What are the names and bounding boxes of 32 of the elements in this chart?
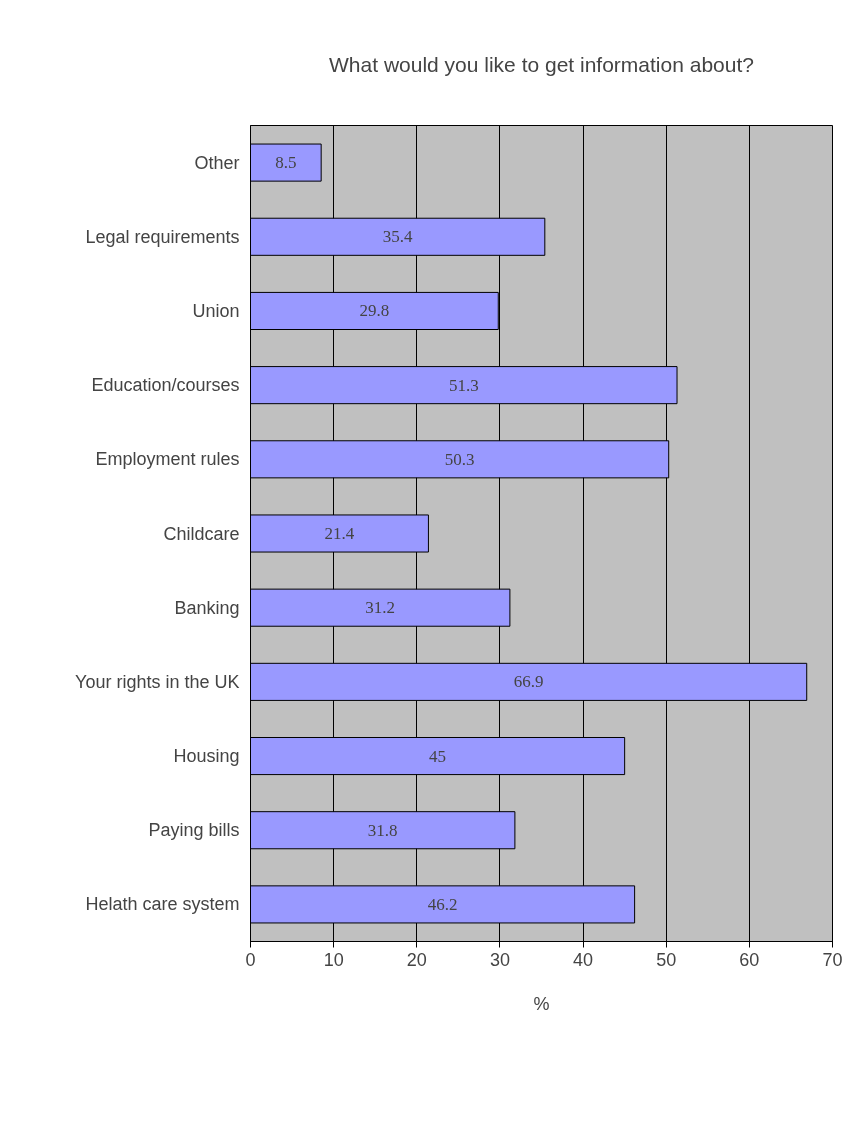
x-tick-label: 0	[245, 949, 256, 970]
data-label: 8.5	[275, 153, 297, 173]
data-label: 31.8	[367, 820, 398, 840]
data-label: 35.4	[382, 227, 414, 247]
data-label: 50.3	[444, 449, 475, 469]
x-tick-label: 10	[323, 949, 344, 970]
y-tick-label: Legal requirements	[85, 226, 240, 247]
data-label: 46.2	[427, 894, 458, 914]
y-tick-label: Your rights in the UK	[75, 671, 240, 692]
data-label: 66.9	[513, 672, 544, 692]
data-label: 21.4	[324, 524, 355, 543]
y-tick-label: Childcare	[163, 523, 240, 544]
y-tick-label: Banking	[174, 597, 240, 618]
data-label: 31.2	[365, 598, 396, 618]
x-tick-label: 30	[489, 949, 510, 970]
x-tick-label: 70	[822, 949, 843, 970]
x-tick-label: 40	[573, 949, 594, 970]
chart-title: What would you like to get information about?	[329, 52, 754, 76]
x-tick-label: 20	[406, 949, 427, 970]
data-label: 45	[429, 746, 447, 766]
y-tick-label: Union	[192, 300, 240, 321]
y-tick-label: Housing	[173, 746, 240, 767]
y-tick-label: Helath care system	[85, 894, 240, 915]
y-tick-label: Paying bills	[148, 820, 240, 841]
data-label: 51.3	[448, 375, 479, 395]
y-tick-label: Other	[194, 152, 240, 173]
x-tick-label: 50	[656, 949, 677, 970]
data-label: 29.8	[359, 301, 390, 321]
y-tick-label: Employment rules	[95, 449, 240, 470]
x-tick-label: 60	[739, 949, 760, 970]
x-axis-title: %	[533, 993, 550, 1014]
y-tick-label: Education/courses	[91, 375, 240, 396]
